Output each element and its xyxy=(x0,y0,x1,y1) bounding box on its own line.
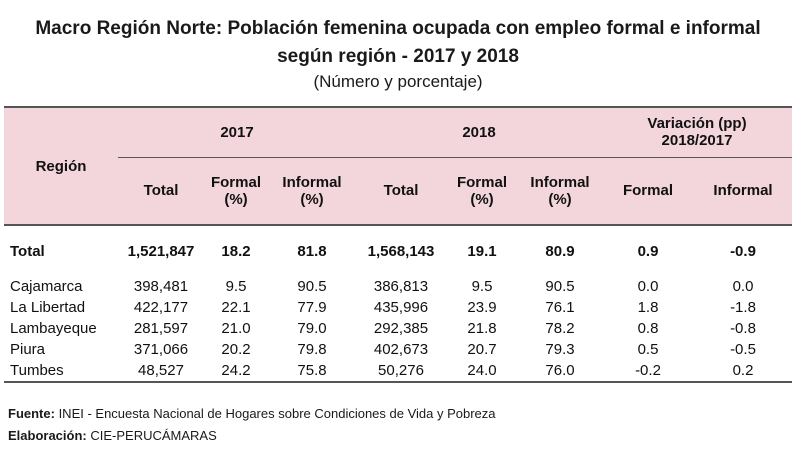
cell-formal-2017: 24.2 xyxy=(221,362,251,379)
cell-formal-2017: 20.2 xyxy=(221,341,251,358)
cell-informal-2018: 76.0 xyxy=(545,362,575,379)
cell-formal-2018: 9.5 xyxy=(471,278,493,295)
header-year-2017: 2017 xyxy=(118,107,356,158)
cell-formal-2018: 21.8 xyxy=(467,320,497,337)
cell-informal-2017: 81.8 xyxy=(297,242,327,260)
cell-formal-2018: 19.1 xyxy=(467,242,497,260)
cell-total-2017: 48,527 xyxy=(138,362,184,379)
table-row: Piura 371,066 20.2 79.8 402,673 20.7 79.3 0.5 -0… xyxy=(4,339,792,360)
cell-var-informal: 0.0 xyxy=(732,278,754,295)
header-formal-2018-l1: Formal xyxy=(456,173,507,191)
source-note: Fuente: INEI - Encuesta Nacional de Hoga… xyxy=(8,406,496,421)
header-informal-2017-l2: (%) xyxy=(300,190,324,208)
cell-var-formal: 0.9 xyxy=(637,242,659,260)
cell-total-2018: 386,813 xyxy=(373,278,429,295)
cell-formal-2017: 18.2 xyxy=(221,242,251,260)
cell-informal-2018: 90.5 xyxy=(545,278,575,295)
cell-informal-2017: 79.8 xyxy=(297,341,327,358)
cell-var-formal: 0.0 xyxy=(637,278,659,295)
cell-informal-2017: 79.0 xyxy=(297,320,327,337)
cell-informal-2018: 79.3 xyxy=(545,341,575,358)
cell-region: La Libertad xyxy=(10,299,86,316)
cell-var-informal: 0.2 xyxy=(732,362,754,379)
header-informal-2018-l1: Informal xyxy=(530,173,590,191)
cell-informal-2018: 78.2 xyxy=(545,320,575,337)
cell-formal-2017: 22.1 xyxy=(221,299,251,316)
header-formal-2017: Formal (%) xyxy=(204,157,268,225)
cell-formal-2018: 23.9 xyxy=(467,299,497,316)
header-formal-2017-l2: (%) xyxy=(224,190,248,208)
elaboration-label: Elaboración: xyxy=(8,428,87,443)
header-var-formal: Formal xyxy=(622,182,673,200)
cell-total-2017: 422,177 xyxy=(133,299,189,316)
source-label: Fuente: xyxy=(8,406,55,421)
cell-total-2017: 398,481 xyxy=(133,278,189,295)
cell-total-2018: 292,385 xyxy=(373,320,429,337)
header-year-2018: 2018 xyxy=(356,107,602,158)
header-total-2018: Total xyxy=(383,182,419,200)
header-variation: Variación (pp) 2018/2017 xyxy=(602,107,792,158)
header-formal-2018-l2: (%) xyxy=(470,190,494,208)
cell-total-2017: 371,066 xyxy=(133,341,189,358)
cell-total-2017: 1,521,847 xyxy=(127,242,195,260)
data-table: Región 2017 2018 Variación (pp) 2018/201… xyxy=(4,106,792,389)
cell-total-2018: 50,276 xyxy=(378,362,424,379)
cell-var-informal: -0.8 xyxy=(730,320,756,337)
cell-total-2018: 1,568,143 xyxy=(367,242,435,260)
cell-informal-2018: 80.9 xyxy=(545,242,575,260)
cell-informal-2017: 90.5 xyxy=(297,278,327,295)
data-table-wrapper: Región 2017 2018 Variación (pp) 2018/201… xyxy=(4,106,792,389)
cell-var-formal: 0.8 xyxy=(637,320,659,337)
table-row: La Libertad 422,177 22.1 77.9 435,996 23.9 76.… xyxy=(4,297,792,318)
cell-region: Tumbes xyxy=(10,362,64,379)
table-row-total: Total 1,521,847 18.2 81.8 1,568,143 19.1… xyxy=(4,234,792,268)
cell-var-informal: -0.9 xyxy=(730,242,756,260)
cell-formal-2017: 9.5 xyxy=(225,278,247,295)
header-total-2017: Total xyxy=(143,182,179,200)
cell-total-2018: 435,996 xyxy=(373,299,429,316)
cell-formal-2017: 21.0 xyxy=(221,320,251,337)
cell-total-2017: 281,597 xyxy=(133,320,189,337)
cell-region: Cajamarca xyxy=(10,278,83,295)
cell-formal-2018: 24.0 xyxy=(467,362,497,379)
elaboration-note: Elaboración: CIE-PERUCÁMARAS xyxy=(8,428,217,443)
header-informal-2018-l2: (%) xyxy=(548,190,572,208)
header-formal-2017-l1: Formal xyxy=(210,173,261,191)
header-formal-2018: Formal (%) xyxy=(446,157,518,225)
cell-var-formal: 0.5 xyxy=(637,341,659,358)
cell-var-formal: 1.8 xyxy=(637,299,659,316)
cell-region: Piura xyxy=(10,341,46,358)
cell-region: Lambayeque xyxy=(10,320,97,337)
table-units: (Número y porcentaje) xyxy=(313,72,483,91)
cell-informal-2017: 75.8 xyxy=(297,362,327,379)
header-region: Región xyxy=(4,107,118,226)
cell-informal-2018: 76.1 xyxy=(545,299,575,316)
elaboration-text: CIE-PERUCÁMARAS xyxy=(86,428,217,443)
header-informal-2017-l1: Informal xyxy=(282,173,342,191)
cell-total-2018: 402,673 xyxy=(373,341,429,358)
table-row: Cajamarca 398,481 9.5 90.5 386,813 9.5 90.5 0.0… xyxy=(4,276,792,297)
table-body: Total 1,521,847 18.2 81.8 1,568,143 19.1… xyxy=(4,225,792,389)
cell-region: Total xyxy=(10,242,45,260)
cell-formal-2018: 20.7 xyxy=(467,341,497,358)
table-title: Macro Región Norte: Población femenina o… xyxy=(35,18,761,39)
cell-var-informal: -1.8 xyxy=(730,299,756,316)
header-variation-line2: 2018/2017 xyxy=(661,132,733,150)
header-informal-2018: Informal (%) xyxy=(518,157,602,225)
table-subtitle: según región - 2017 y 2018 xyxy=(277,46,519,67)
header-var-informal: Informal xyxy=(713,182,773,200)
table-row: Tumbes 48,527 24.2 75.8 50,276 24.0 76.0 -0.2 0.… xyxy=(4,360,792,382)
source-text: INEI - Encuesta Nacional de Hogares sobr… xyxy=(54,406,496,421)
cell-var-formal: -0.2 xyxy=(635,362,661,379)
header-informal-2017: Informal (%) xyxy=(268,157,356,225)
table-row: Lambayeque 281,597 21.0 79.0 292,385 21.8 78.2… xyxy=(4,318,792,339)
cell-informal-2017: 77.9 xyxy=(297,299,327,316)
header-variation-line1: Variación (pp) xyxy=(647,115,747,133)
cell-var-informal: -0.5 xyxy=(730,341,756,358)
